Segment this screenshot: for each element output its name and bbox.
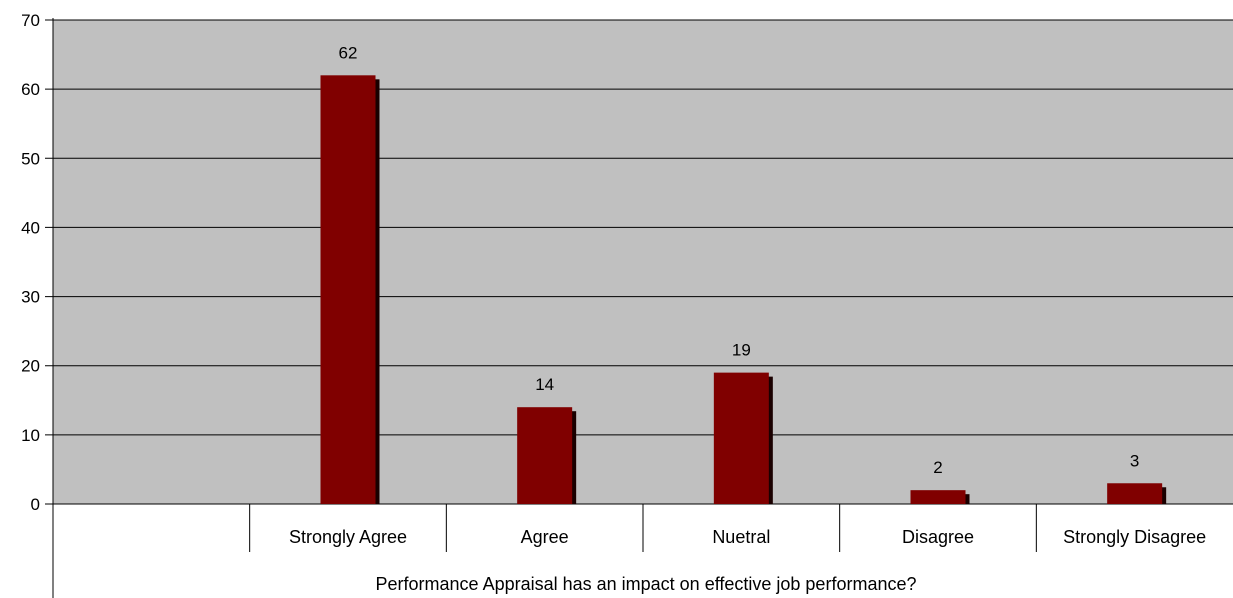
bars <box>320 75 1167 505</box>
category-label: Disagree <box>902 527 974 547</box>
data-label: 19 <box>732 341 751 360</box>
bar <box>320 75 376 505</box>
bar <box>713 372 769 504</box>
data-label: 14 <box>535 375 554 394</box>
y-tick-label: 50 <box>21 149 40 168</box>
data-label: 62 <box>339 43 358 62</box>
y-tick-label: 10 <box>21 426 40 445</box>
category-labels: Strongly Agree Agree Nuetral Disagree Strong… <box>289 527 1206 547</box>
data-labels: 62 14 19 2 3 <box>339 43 1140 477</box>
y-tick-label: 30 <box>21 288 40 307</box>
data-label: 2 <box>933 458 942 477</box>
plot-area <box>53 20 1233 504</box>
y-tick-label: 20 <box>21 357 40 376</box>
y-axis-tick-labels: 0 10 20 30 40 50 60 70 <box>21 11 40 514</box>
y-tick-label: 60 <box>21 80 40 99</box>
bar <box>1107 483 1163 504</box>
category-table <box>249 504 1037 552</box>
y-tick-label: 40 <box>21 218 40 237</box>
bar <box>517 407 573 504</box>
x-axis-title: Performance Appraisal has an impact on e… <box>376 574 917 594</box>
category-label: Agree <box>521 527 569 547</box>
y-tick-label: 70 <box>21 11 40 30</box>
category-label: Nuetral <box>712 527 770 547</box>
bar <box>910 490 966 504</box>
category-label: Strongly Disagree <box>1063 527 1206 547</box>
gridlines <box>45 18 1233 598</box>
data-label: 3 <box>1130 451 1139 470</box>
y-tick-label: 0 <box>31 495 40 514</box>
category-label: Strongly Agree <box>289 527 407 547</box>
